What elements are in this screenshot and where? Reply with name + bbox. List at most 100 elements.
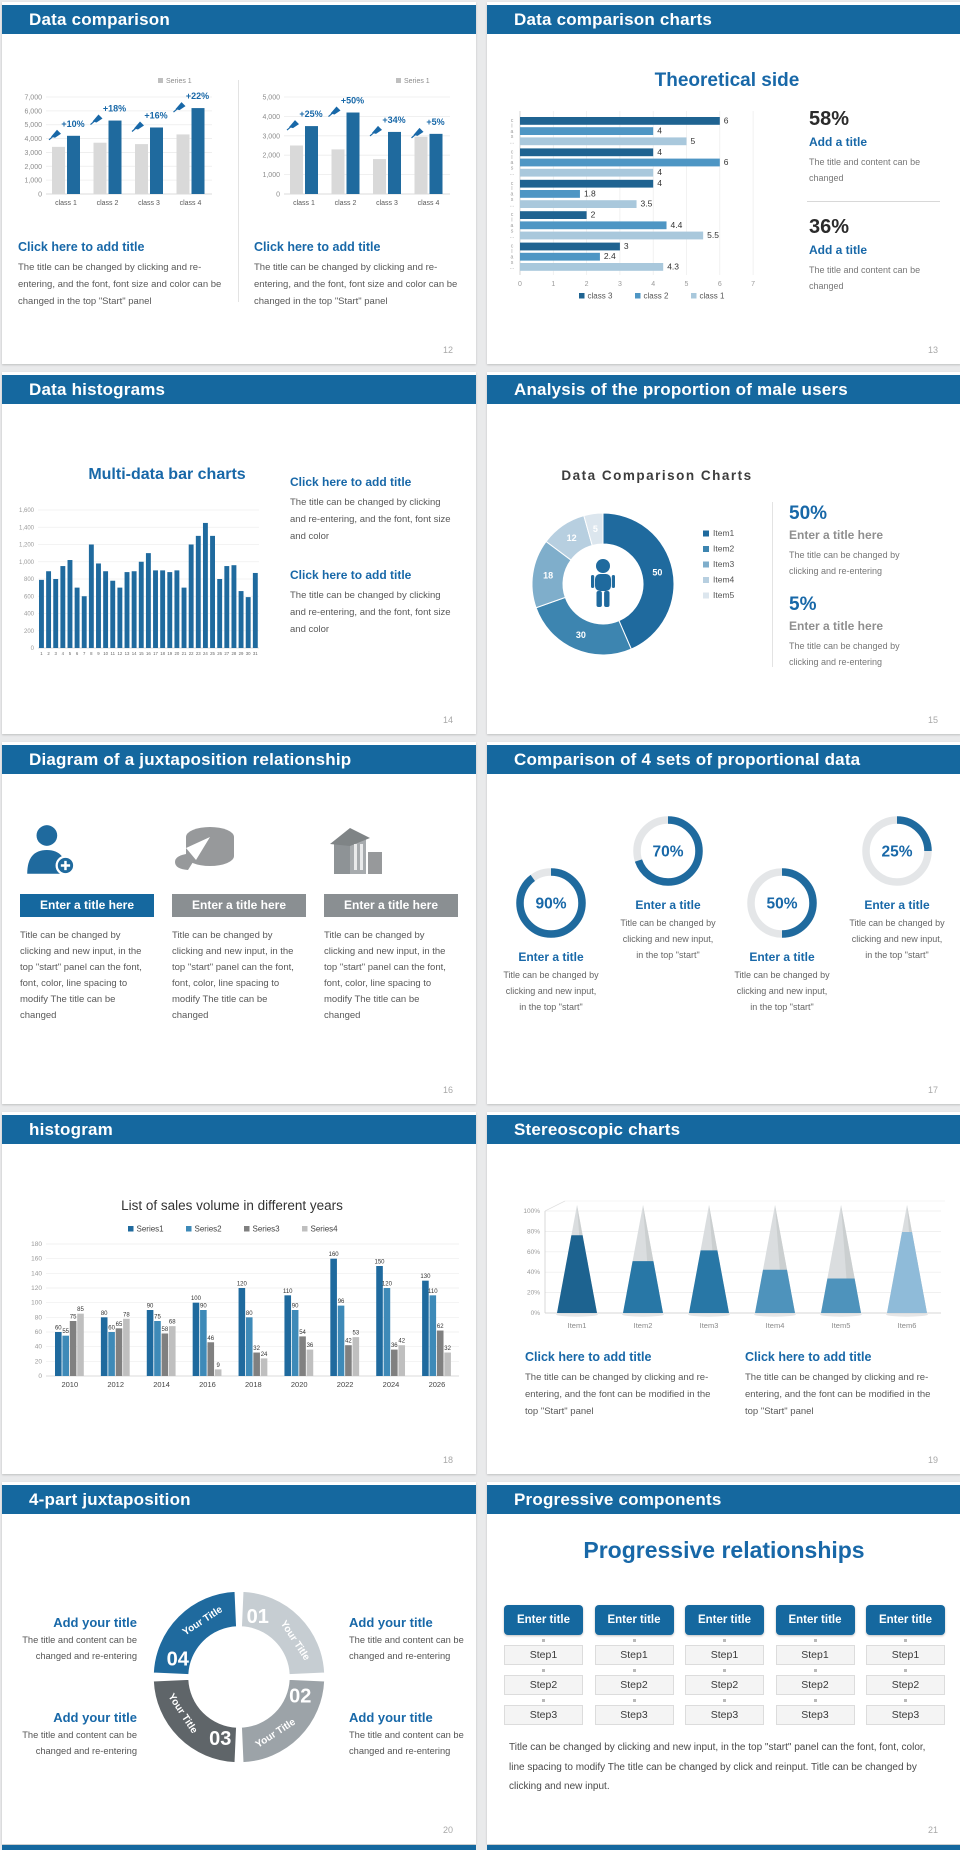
step-column: Enter title Step1 Step2 Step3 [594, 1605, 674, 1725]
progress-ring: 50% [747, 868, 817, 938]
slide-13-data-comparison-charts[interactable]: Data comparison charts Theoretical side … [487, 2, 960, 364]
ring-body: Title can be changed by clicking and new… [734, 970, 830, 1012]
svg-text:s: s [511, 197, 514, 203]
pin-icon [173, 102, 186, 113]
svg-text:80: 80 [35, 1314, 43, 1321]
slide-20-4-part-juxtaposition[interactable]: 4-part juxtaposition 01 Your Title 02 Your … [2, 1482, 476, 1844]
connector-dot [542, 1638, 545, 1642]
svg-text:80%: 80% [527, 1228, 540, 1235]
block-body: The title can be changed by clicking and… [254, 262, 458, 308]
svg-text:3.5: 3.5 [641, 199, 653, 209]
connector-dot [904, 1698, 907, 1702]
svg-text:24: 24 [261, 1352, 268, 1358]
slide-title: Data comparison [29, 10, 170, 29]
svg-text:1,200: 1,200 [19, 543, 35, 549]
icon-box [20, 820, 154, 882]
svg-text:class 3: class 3 [376, 200, 398, 207]
svg-text:a: a [511, 160, 514, 166]
svg-text:28: 28 [232, 651, 237, 656]
svg-text:2: 2 [585, 281, 589, 288]
svg-text:62: 62 [437, 1324, 444, 1330]
svg-text:a: a [511, 254, 514, 260]
ring-title: Enter a title [864, 898, 930, 912]
divider [238, 80, 239, 302]
step-box: Step1 [594, 1645, 674, 1665]
svg-text:6: 6 [718, 281, 722, 288]
slide-title: Analysis of the proportion of male users [514, 380, 848, 399]
callout-title: Add your title [53, 1615, 137, 1630]
svg-text:4: 4 [62, 651, 65, 656]
svg-text:class 1: class 1 [55, 200, 77, 207]
progress-ring: 70% [633, 816, 703, 886]
svg-text:25%: 25% [881, 844, 912, 861]
svg-text:s: s [511, 166, 514, 172]
svg-text:4: 4 [657, 167, 662, 177]
svg-text:3,000: 3,000 [24, 150, 42, 157]
svg-text:Item4: Item4 [766, 1321, 785, 1330]
enter-title-button: Enter title [594, 1605, 674, 1635]
svg-text:10: 10 [103, 651, 108, 656]
ring-body: Title can be changed by clicking and new… [503, 970, 599, 1012]
svg-text:04: 04 [167, 1648, 190, 1670]
svg-text:1: 1 [551, 281, 555, 288]
svg-text:a: a [511, 192, 514, 198]
slide-12-data-comparison[interactable]: Data comparison Series 1 7,000 6,000 5,000 4… [2, 2, 476, 364]
svg-text:class 2: class 2 [335, 200, 357, 207]
svg-text:5,000: 5,000 [24, 122, 42, 129]
ring-title: Enter a title [635, 898, 701, 912]
svg-text:…: … [509, 171, 514, 177]
item-body: Title can be changed by clicking and new… [20, 930, 142, 1021]
svg-text:0: 0 [518, 281, 522, 288]
connector-dot [904, 1638, 907, 1642]
grouped-bar-chart-right: Series 1 5,000 4,000 3,000 2,000 1,000 0 +25% cl… [262, 78, 450, 207]
slide-21-progressive-components[interactable]: Progressive components Progressive relat… [487, 1482, 960, 1844]
connector-dot [632, 1668, 636, 1672]
svg-text:30: 30 [576, 630, 586, 640]
svg-text:Item6: Item6 [898, 1321, 917, 1330]
svg-text:600: 600 [24, 594, 35, 600]
connector-dot [632, 1638, 636, 1642]
svg-text:class 3: class 3 [588, 292, 613, 301]
svg-text:46: 46 [207, 1336, 214, 1342]
step-box: Step3 [775, 1705, 855, 1725]
svg-text:5: 5 [691, 136, 696, 146]
slide-18-histogram[interactable]: histogram List of sales volume in differ… [2, 1112, 476, 1474]
slide-14-data-histograms[interactable]: Data histograms Multi-data bar charts 1,… [2, 372, 476, 734]
slide-body-text: Title can be changed by clicking and new… [509, 1742, 926, 1792]
svg-text:02: 02 [289, 1686, 311, 1708]
svg-text:+25%: +25% [299, 109, 322, 119]
step-box: Step2 [685, 1675, 764, 1695]
svg-text:4,000: 4,000 [24, 136, 42, 143]
svg-text:20: 20 [35, 1358, 43, 1365]
slide-17-proportional-data[interactable]: Comparison of 4 sets of proportional dat… [487, 742, 960, 1104]
stat-title: Enter a title here [789, 619, 884, 633]
block-title: Click here to add title [290, 568, 412, 582]
slide-15-male-users-proportion[interactable]: Analysis of the proportion of male users… [487, 372, 960, 734]
slide-16-juxtaposition-diagram[interactable]: Diagram of a juxtaposition relationship [2, 742, 476, 1104]
svg-text:3: 3 [618, 281, 622, 288]
svg-text:7,000: 7,000 [24, 95, 42, 102]
step-box: Step1 [504, 1645, 583, 1665]
svg-text:60: 60 [35, 1329, 43, 1336]
svg-text:1,600: 1,600 [19, 508, 35, 514]
svg-text:60: 60 [108, 1326, 115, 1332]
step-box: Step2 [866, 1675, 945, 1695]
svg-text:29: 29 [239, 651, 244, 656]
callout-title: Add your title [349, 1710, 433, 1725]
svg-text:2,000: 2,000 [24, 164, 42, 171]
svg-text:4: 4 [657, 126, 662, 136]
step-column: Enter title Step1 Step2 Step3 [685, 1605, 764, 1725]
svg-text:55: 55 [62, 1329, 69, 1335]
svg-text:4,000: 4,000 [262, 114, 280, 121]
svg-text:3: 3 [624, 241, 629, 251]
svg-text:6: 6 [724, 157, 729, 167]
svg-text:140: 140 [31, 1270, 42, 1277]
block-body: The title can be changed by clicking and… [18, 262, 222, 308]
pin-icon [131, 121, 144, 132]
svg-text:26: 26 [217, 651, 222, 656]
svg-text:+34%: +34% [382, 115, 405, 125]
svg-text:50: 50 [652, 568, 662, 578]
slide-19-stereoscopic-charts[interactable]: Stereoscopic charts 0% 20% 40% 60% 80% 100% It… [487, 1112, 960, 1474]
svg-text:120: 120 [31, 1285, 42, 1292]
stat-percent: 58% [809, 108, 850, 130]
